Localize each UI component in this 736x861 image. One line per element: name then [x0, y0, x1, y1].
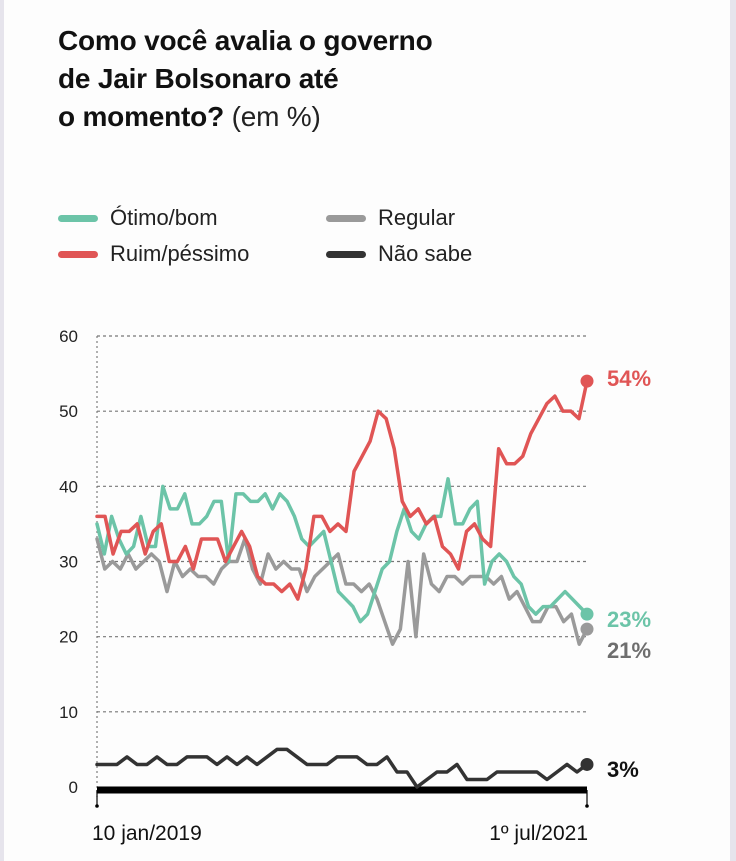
x-axis: 10 jan/2019 1º jul/2021: [92, 822, 588, 845]
grid-lines: [95, 335, 589, 808]
y-tick-label: 0: [69, 778, 78, 797]
legend-item-otimo-bom: Ótimo/bom: [58, 205, 218, 231]
series-line-otimo-bom: [95, 477, 589, 624]
x-tick-label-start: 10 jan/2019: [92, 822, 202, 845]
legend-swatch-nao-sabe: [326, 250, 366, 258]
y-tick-label: 60: [59, 327, 78, 346]
end-marker-otimo-bom: [580, 607, 594, 621]
end-marker-nao-sabe: [580, 757, 594, 771]
y-axis-ticks: 0 10 20 30 40 50 60: [59, 327, 78, 797]
legend-label: Ruim/péssimo: [110, 241, 250, 266]
legend-swatch-otimo-bom: [58, 214, 98, 222]
y-tick-label: 40: [59, 477, 78, 496]
title-unit: (em %): [231, 101, 321, 132]
legend-label: Ótimo/bom: [110, 205, 218, 230]
title-line-2: de Jair Bolsonaro até: [58, 63, 339, 94]
y-tick-label: 10: [59, 703, 78, 722]
end-marker-regular: [580, 622, 594, 636]
x-tick-label-end: 1º jul/2021: [489, 822, 588, 845]
y-tick-label: 50: [59, 402, 78, 421]
series-lines: [95, 374, 594, 789]
end-label-ruim-pessimo: 54%: [607, 366, 651, 391]
end-marker-ruim-pessimo: [580, 374, 594, 388]
legend-swatch-regular: [326, 214, 366, 222]
legend-item-ruim-pessimo: Ruim/péssimo: [58, 241, 249, 267]
title-line-1: Como você avalia o governo: [58, 25, 433, 56]
end-label-nao-sabe: 3%: [607, 757, 639, 782]
title-line-3: o momento?: [58, 101, 224, 132]
legend-label: Regular: [378, 205, 456, 230]
series-line-nao-sabe: [95, 747, 589, 789]
y-tick-label: 30: [59, 553, 78, 572]
legend-item-nao-sabe: Não sabe: [326, 241, 472, 267]
legend-item-regular: Regular: [326, 205, 455, 231]
legend-swatch-ruim-pessimo: [58, 250, 98, 258]
legend-label: Não sabe: [378, 241, 473, 266]
end-label-regular: 21%: [607, 638, 651, 663]
series-line-ruim-pessimo: [95, 379, 589, 601]
chart-card: [4, 0, 730, 861]
y-tick-label: 20: [59, 628, 78, 647]
end-labels: 21% 23% 54% 3%: [607, 366, 651, 782]
x-tick-dot: [95, 804, 99, 808]
chart-title: Como você avalia o governo de Jair Bolso…: [58, 22, 618, 136]
x-tick-dot: [585, 804, 589, 808]
series-line-regular: [95, 537, 589, 646]
end-label-otimo-bom: 23%: [607, 607, 651, 632]
chart-legend: Ótimo/bom Ruim/péssimo Regular Não sabe: [58, 205, 538, 275]
